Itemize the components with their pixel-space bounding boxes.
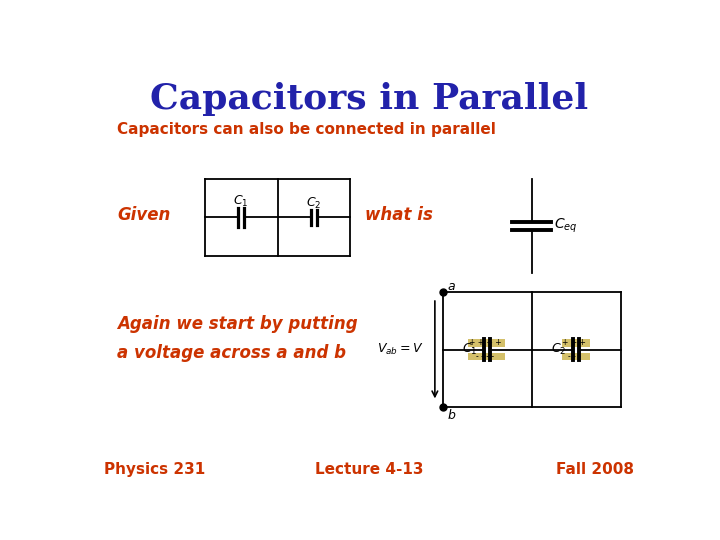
- Text: $C_1$: $C_1$: [462, 342, 477, 357]
- Text: Capacitors in Parallel: Capacitors in Parallel: [150, 83, 588, 117]
- Text: $C_2$: $C_2$: [552, 342, 567, 357]
- Text: $C_2$: $C_2$: [306, 196, 322, 211]
- Bar: [468, 339, 505, 347]
- Text: what is: what is: [365, 206, 433, 224]
- Text: - - -: - - -: [568, 352, 581, 361]
- Text: + + +: + + +: [562, 338, 586, 347]
- Text: Again we start by putting
a voltage across a and b: Again we start by putting a voltage acro…: [117, 314, 358, 362]
- Bar: [468, 353, 505, 361]
- Text: Fall 2008: Fall 2008: [556, 462, 634, 477]
- Text: $V_{ab} = V$: $V_{ab} = V$: [377, 342, 423, 357]
- Bar: [562, 353, 590, 361]
- Text: Capacitors can also be connected in parallel: Capacitors can also be connected in para…: [117, 122, 496, 137]
- Text: - - - -: - - - -: [476, 352, 495, 361]
- Text: Given: Given: [117, 206, 171, 224]
- Bar: [562, 339, 590, 347]
- Text: $C_{eq}$: $C_{eq}$: [554, 217, 577, 235]
- Text: a: a: [447, 280, 455, 293]
- Text: Lecture 4-13: Lecture 4-13: [315, 462, 423, 477]
- Text: Physics 231: Physics 231: [104, 462, 205, 477]
- Text: b: b: [447, 409, 455, 422]
- Text: $C_1$: $C_1$: [233, 194, 249, 210]
- Text: + + + +: + + + +: [469, 338, 502, 347]
